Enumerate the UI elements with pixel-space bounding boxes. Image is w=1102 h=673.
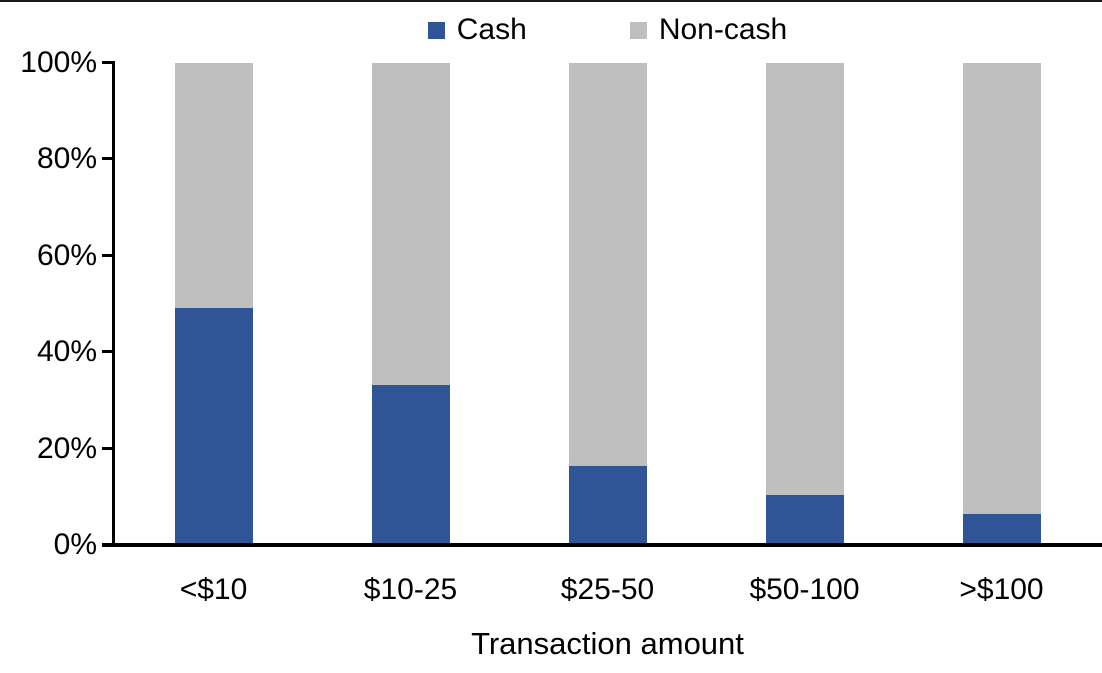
x-axis-label: >$100	[959, 573, 1044, 606]
x-axis-label: $25-50	[560, 573, 655, 606]
bar-segment-non-cash	[371, 63, 450, 385]
legend-swatch-non-cash-icon	[629, 21, 647, 39]
bar-segment-cash	[962, 514, 1041, 543]
y-axis-label: 60%	[36, 238, 97, 272]
y-axis-tick	[102, 446, 113, 450]
bar-segment-non-cash	[568, 63, 647, 467]
bar--10-25	[371, 63, 450, 543]
bar-segment-cash	[568, 466, 647, 543]
y-axis-tick	[102, 543, 113, 546]
y-axis-label: 40%	[36, 335, 97, 369]
chart-legend: Cash Non-cash	[115, 10, 1100, 50]
bar-segment-cash	[765, 495, 844, 543]
legend-label-cash: Cash	[456, 13, 527, 46]
bar--25-50	[568, 63, 647, 543]
x-axis-line	[102, 543, 1102, 547]
bar-segment-non-cash	[174, 63, 253, 308]
y-axis-tick	[102, 157, 113, 161]
x-axis-label: $10-25	[363, 573, 458, 606]
y-axis-label: 80%	[36, 142, 97, 176]
x-axis-label: <$10	[179, 573, 248, 606]
legend-label-non-cash: Non-cash	[658, 13, 788, 46]
bar-segment-cash	[371, 384, 450, 543]
bar-segment-non-cash	[765, 63, 844, 495]
legend-swatch-cash-icon	[427, 21, 445, 39]
x-axis-label: $50-100	[749, 573, 860, 606]
bar--50-100	[765, 63, 844, 543]
bar--100	[962, 63, 1041, 543]
y-axis-tick	[102, 350, 113, 354]
legend-item-non-cash: Non-cash	[629, 12, 788, 48]
y-axis-line	[112, 61, 115, 547]
y-axis-tick	[102, 253, 113, 257]
bar--10	[174, 63, 253, 543]
y-axis-label: 0%	[53, 528, 97, 561]
screenshot-top-edge	[0, 0, 1102, 2]
y-axis-tick	[102, 61, 113, 64]
legend-item-cash: Cash	[427, 12, 527, 48]
bar-segment-cash	[174, 307, 253, 543]
y-axis-label: 20%	[36, 431, 97, 465]
bar-segment-non-cash	[962, 63, 1041, 515]
x-axis-title: Transaction amount	[471, 626, 744, 661]
y-axis-label: 100%	[20, 46, 97, 79]
